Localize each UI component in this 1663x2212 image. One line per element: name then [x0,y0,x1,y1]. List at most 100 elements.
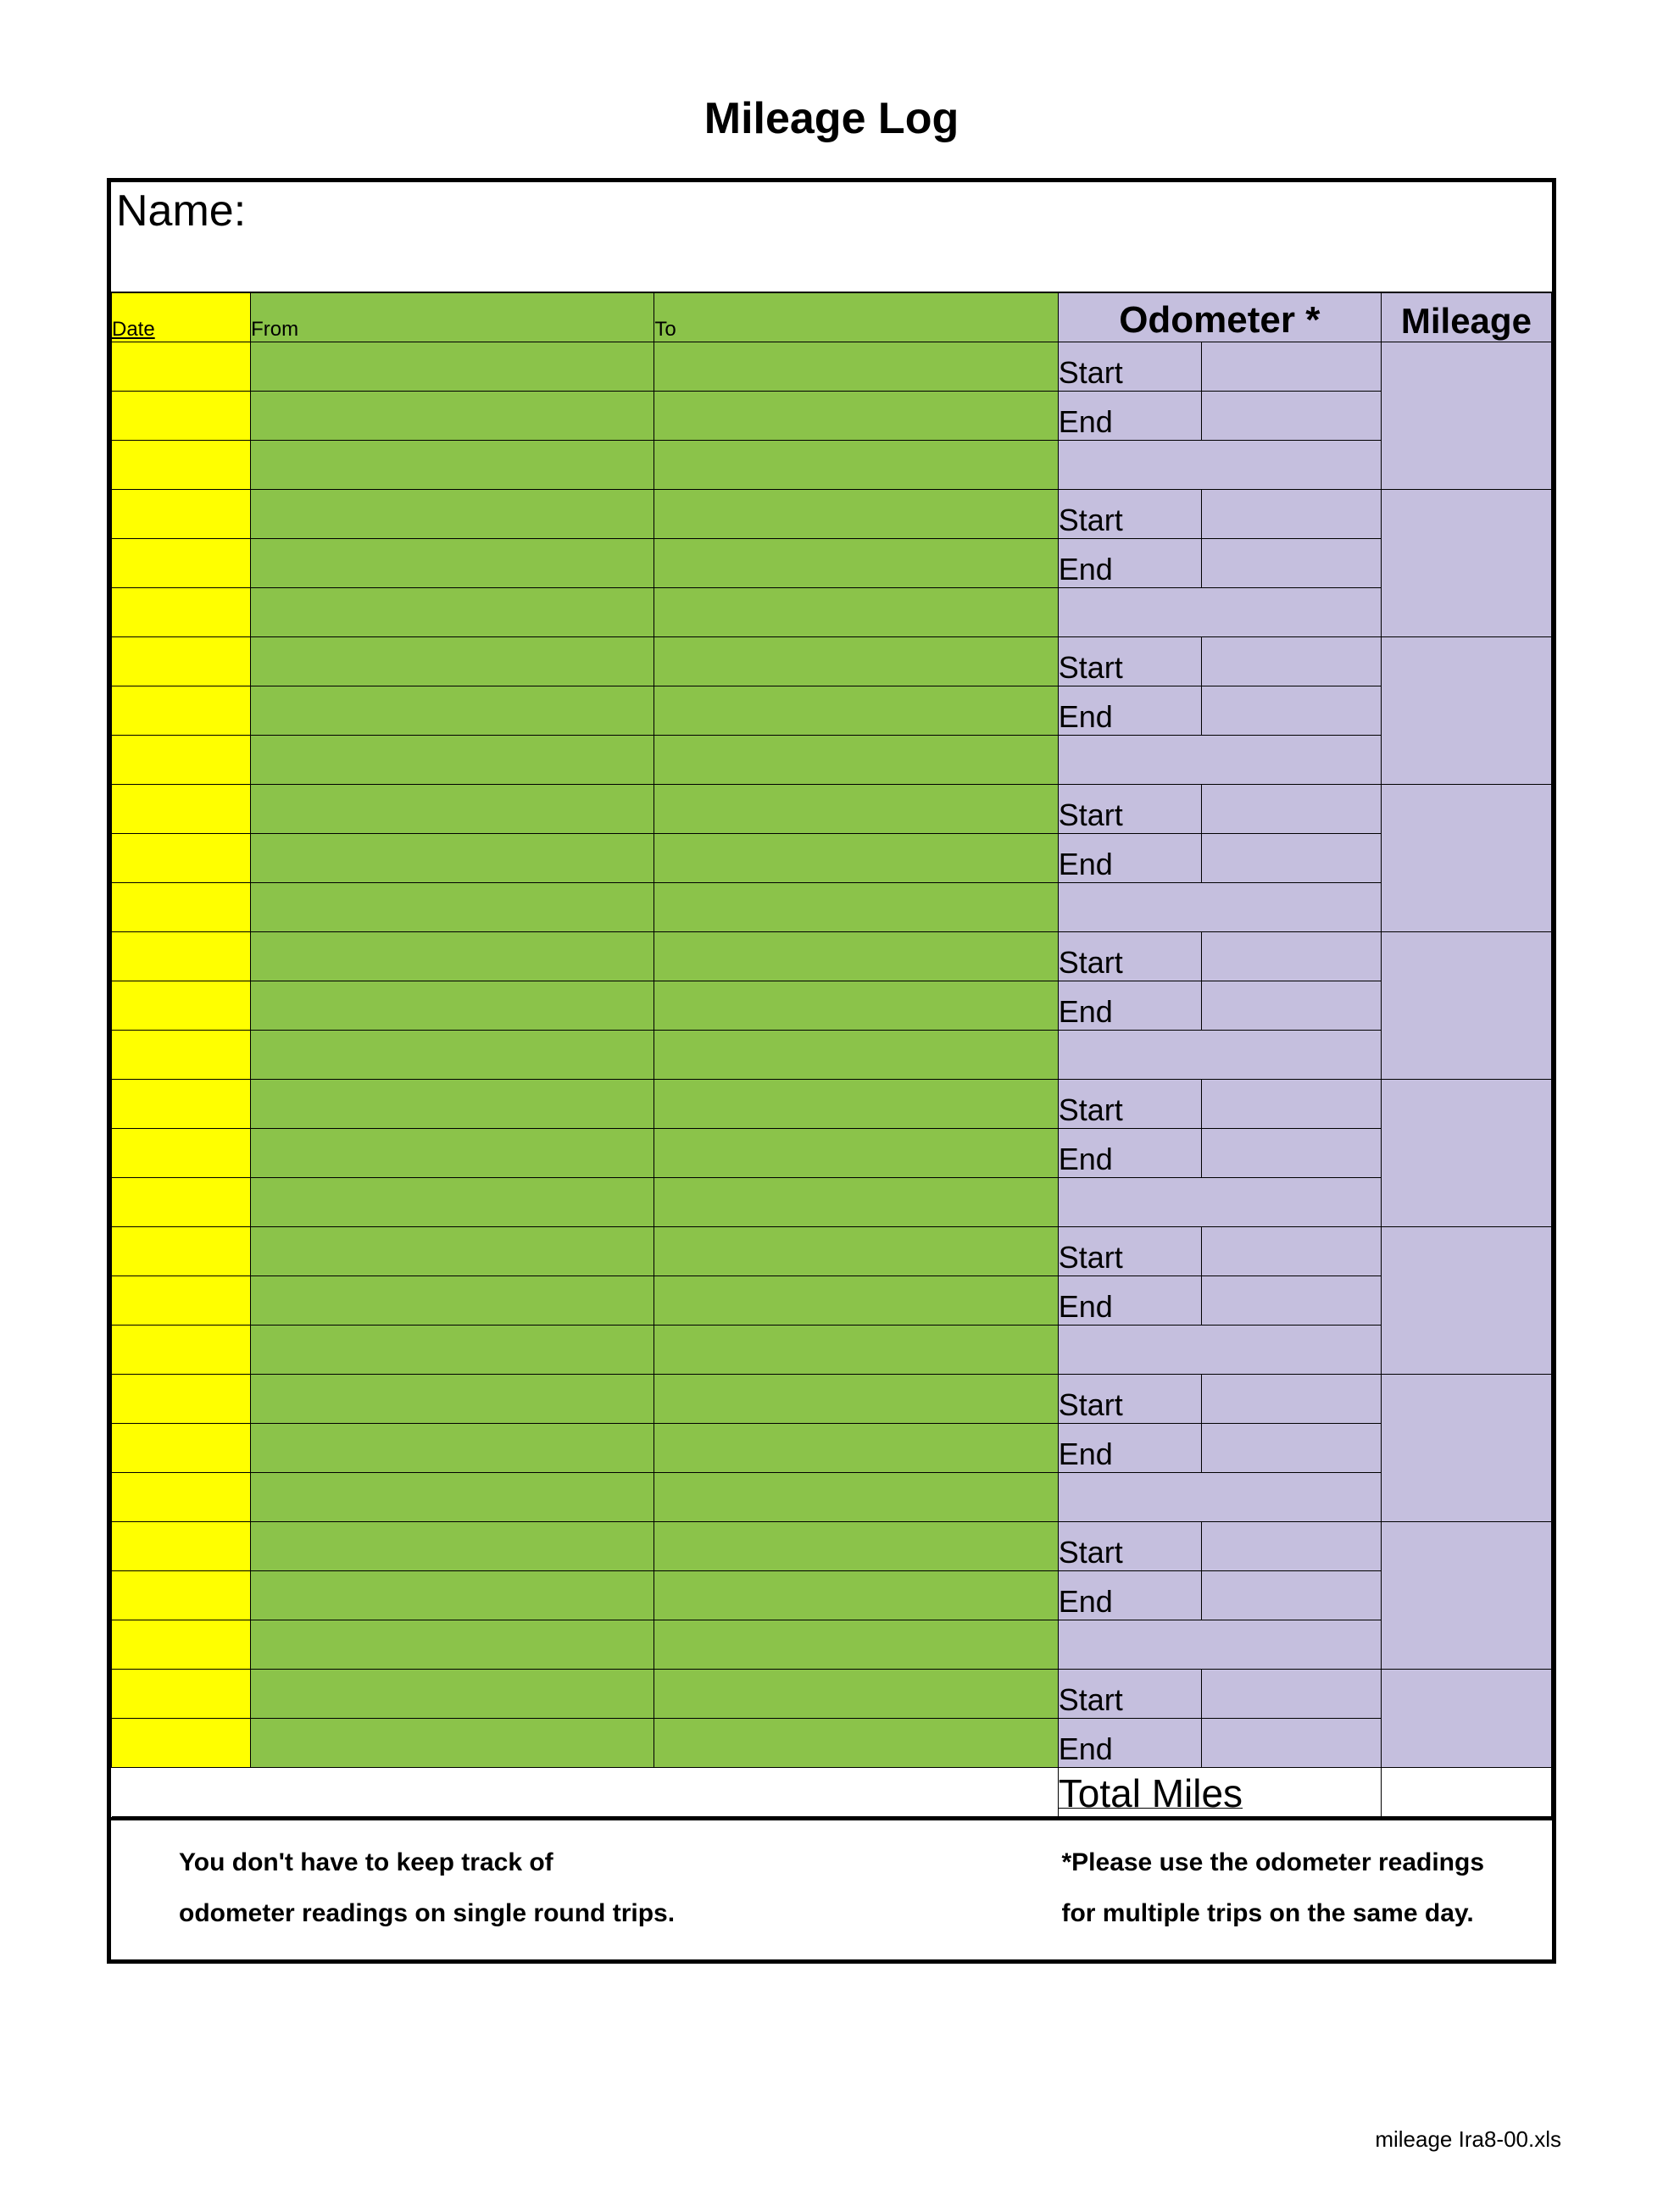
to-cell[interactable] [654,1473,1058,1522]
date-cell[interactable] [112,1178,251,1227]
date-cell[interactable] [112,834,251,883]
odometer-end-value[interactable] [1202,1424,1382,1473]
odometer-start-value[interactable] [1202,1670,1382,1719]
odometer-end-value[interactable] [1202,686,1382,736]
to-cell[interactable] [654,1129,1058,1178]
from-cell[interactable] [251,932,654,981]
from-cell[interactable] [251,1571,654,1620]
date-cell[interactable] [112,1571,251,1620]
date-cell[interactable] [112,785,251,834]
from-cell[interactable] [251,539,654,588]
to-cell[interactable] [654,1031,1058,1080]
from-cell[interactable] [251,736,654,785]
name-row[interactable]: Name: [111,182,1552,292]
total-miles-value[interactable] [1381,1768,1551,1817]
from-cell[interactable] [251,1227,654,1276]
mileage-cell[interactable] [1381,342,1551,490]
mileage-cell[interactable] [1381,1080,1551,1227]
date-cell[interactable] [112,588,251,637]
to-cell[interactable] [654,736,1058,785]
odometer-start-value[interactable] [1202,637,1382,686]
mileage-cell[interactable] [1381,490,1551,637]
to-cell[interactable] [654,1522,1058,1571]
from-cell[interactable] [251,1620,654,1670]
odometer-end-value[interactable] [1202,1719,1382,1768]
date-cell[interactable] [112,1129,251,1178]
from-cell[interactable] [251,883,654,932]
odometer-start-value[interactable] [1202,785,1382,834]
odometer-start-value[interactable] [1202,342,1382,392]
from-cell[interactable] [251,1719,654,1768]
date-cell[interactable] [112,441,251,490]
date-cell[interactable] [112,1522,251,1571]
to-cell[interactable] [654,1719,1058,1768]
date-cell[interactable] [112,637,251,686]
date-cell[interactable] [112,1276,251,1326]
from-cell[interactable] [251,981,654,1031]
odometer-start-value[interactable] [1202,490,1382,539]
from-cell[interactable] [251,1178,654,1227]
odometer-end-value[interactable] [1202,834,1382,883]
date-cell[interactable] [112,1227,251,1276]
date-cell[interactable] [112,1719,251,1768]
from-cell[interactable] [251,441,654,490]
date-cell[interactable] [112,392,251,441]
from-cell[interactable] [251,834,654,883]
odometer-end-value[interactable] [1202,539,1382,588]
mileage-cell[interactable] [1381,1522,1551,1670]
date-cell[interactable] [112,981,251,1031]
to-cell[interactable] [654,637,1058,686]
to-cell[interactable] [654,785,1058,834]
from-cell[interactable] [251,342,654,392]
from-cell[interactable] [251,637,654,686]
from-cell[interactable] [251,686,654,736]
from-cell[interactable] [251,1424,654,1473]
from-cell[interactable] [251,1080,654,1129]
date-cell[interactable] [112,1326,251,1375]
date-cell[interactable] [112,342,251,392]
from-cell[interactable] [251,1375,654,1424]
to-cell[interactable] [654,1375,1058,1424]
mileage-cell[interactable] [1381,785,1551,932]
from-cell[interactable] [251,1129,654,1178]
to-cell[interactable] [654,981,1058,1031]
odometer-end-value[interactable] [1202,1129,1382,1178]
date-cell[interactable] [112,1670,251,1719]
to-cell[interactable] [654,1670,1058,1719]
odometer-end-value[interactable] [1202,981,1382,1031]
date-cell[interactable] [112,539,251,588]
to-cell[interactable] [654,588,1058,637]
to-cell[interactable] [654,392,1058,441]
from-cell[interactable] [251,490,654,539]
from-cell[interactable] [251,1473,654,1522]
to-cell[interactable] [654,1276,1058,1326]
date-cell[interactable] [112,736,251,785]
date-cell[interactable] [112,1031,251,1080]
odometer-start-value[interactable] [1202,1522,1382,1571]
odometer-end-value[interactable] [1202,392,1382,441]
odometer-start-value[interactable] [1202,1080,1382,1129]
date-cell[interactable] [112,932,251,981]
from-cell[interactable] [251,785,654,834]
odometer-end-value[interactable] [1202,1571,1382,1620]
to-cell[interactable] [654,441,1058,490]
to-cell[interactable] [654,883,1058,932]
from-cell[interactable] [251,588,654,637]
to-cell[interactable] [654,1178,1058,1227]
from-cell[interactable] [251,1326,654,1375]
date-cell[interactable] [112,1473,251,1522]
odometer-start-value[interactable] [1202,932,1382,981]
to-cell[interactable] [654,342,1058,392]
to-cell[interactable] [654,834,1058,883]
from-cell[interactable] [251,1522,654,1571]
to-cell[interactable] [654,1571,1058,1620]
to-cell[interactable] [654,490,1058,539]
from-cell[interactable] [251,392,654,441]
date-cell[interactable] [112,883,251,932]
mileage-cell[interactable] [1381,932,1551,1080]
to-cell[interactable] [654,1620,1058,1670]
from-cell[interactable] [251,1670,654,1719]
from-cell[interactable] [251,1276,654,1326]
to-cell[interactable] [654,1227,1058,1276]
mileage-cell[interactable] [1381,1227,1551,1375]
